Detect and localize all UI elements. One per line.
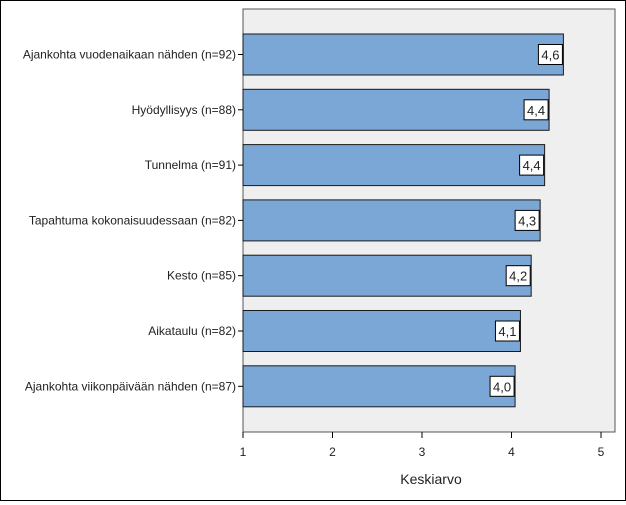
x-tick-label: 4 <box>508 445 515 459</box>
x-tick-label: 2 <box>329 445 336 459</box>
data-label: 4,4 <box>527 103 545 118</box>
data-label-box <box>489 375 515 397</box>
bar <box>242 310 521 352</box>
category-label: Kesto (n=85) <box>167 269 236 283</box>
data-label-box <box>523 99 549 121</box>
bar <box>242 199 541 242</box>
category-label: Hyödyllisyys (n=88) <box>132 103 236 117</box>
data-label-box <box>537 44 563 65</box>
x-tick-label: 5 <box>598 445 605 459</box>
x-axis: 1 2 3 4 5 <box>240 432 605 459</box>
bar <box>242 254 532 297</box>
x-tick-label: 3 <box>419 445 426 459</box>
bar <box>242 365 516 408</box>
category-label: Tapahtuma kokonaisuudessaan (n=82) <box>29 213 236 227</box>
data-label: 4,0 <box>493 379 511 394</box>
data-label-box <box>514 209 540 231</box>
data-label: 4,4 <box>523 158 541 173</box>
category-label: Aikataulu (n=82) <box>148 324 236 338</box>
data-label: 4,2 <box>509 269 527 284</box>
bar <box>242 33 564 76</box>
data-label-box <box>494 320 520 342</box>
data-label: 4,3 <box>518 213 536 228</box>
data-label-box <box>505 265 531 287</box>
bar <box>242 88 550 131</box>
category-labels: Ajankohta vuodenaikaan nähden (n=92) Hyöd… <box>23 48 243 393</box>
x-tick-label: 1 <box>240 445 247 459</box>
value-labels: 4,6 4,4 4,4 4,3 4,2 4,1 4,0 <box>489 44 563 397</box>
category-label: Tunnelma (n=91) <box>145 158 236 172</box>
bar <box>242 144 546 187</box>
x-axis-title: Keskiarvo <box>400 471 462 487</box>
data-label: 4,6 <box>541 48 559 63</box>
data-label-box <box>519 154 545 176</box>
category-label: Ajankohta vuodenaikaan nähden (n=92) <box>23 48 236 62</box>
data-label: 4,1 <box>498 324 516 339</box>
category-label: Ajankohta viikonpäivään nähden (n=87) <box>25 379 236 393</box>
bars-layer <box>242 33 564 408</box>
